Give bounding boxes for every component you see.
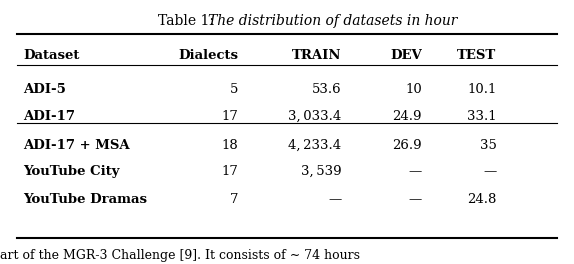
Text: ADI-17: ADI-17 xyxy=(23,110,75,122)
Text: DEV: DEV xyxy=(390,49,422,62)
Text: 26.9: 26.9 xyxy=(392,139,422,152)
Text: 18: 18 xyxy=(222,139,238,152)
Text: 17: 17 xyxy=(222,165,238,178)
Text: 3, 539: 3, 539 xyxy=(301,165,342,178)
Text: 10: 10 xyxy=(405,83,422,96)
Text: —: — xyxy=(409,165,422,178)
Text: art of the MGR-3 Challenge [9]. It consists of ∼ 74 hours: art of the MGR-3 Challenge [9]. It consi… xyxy=(0,249,360,262)
Text: 17: 17 xyxy=(222,110,238,122)
Text: —: — xyxy=(409,193,422,206)
Text: —: — xyxy=(483,165,497,178)
Text: —: — xyxy=(328,193,342,206)
Text: The distribution of datasets in hour: The distribution of datasets in hour xyxy=(208,14,457,28)
Text: 4, 233.4: 4, 233.4 xyxy=(288,139,342,152)
Text: Table 1:: Table 1: xyxy=(158,14,218,28)
Text: ADI-5: ADI-5 xyxy=(23,83,66,96)
Text: TEST: TEST xyxy=(457,49,497,62)
Text: 7: 7 xyxy=(230,193,238,206)
Text: 53.6: 53.6 xyxy=(312,83,342,96)
Text: YouTube Dramas: YouTube Dramas xyxy=(23,193,147,206)
Text: 35: 35 xyxy=(480,139,497,152)
Text: 24.8: 24.8 xyxy=(467,193,497,206)
Text: 33.1: 33.1 xyxy=(467,110,497,122)
Text: YouTube City: YouTube City xyxy=(23,165,119,178)
Text: Dataset: Dataset xyxy=(23,49,79,62)
Text: 10.1: 10.1 xyxy=(467,83,497,96)
Text: Dialects: Dialects xyxy=(178,49,238,62)
Text: 24.9: 24.9 xyxy=(393,110,422,122)
Text: 5: 5 xyxy=(230,83,238,96)
Text: TRAIN: TRAIN xyxy=(292,49,342,62)
Text: 3, 033.4: 3, 033.4 xyxy=(288,110,342,122)
Text: ADI-17 + MSA: ADI-17 + MSA xyxy=(23,139,130,152)
